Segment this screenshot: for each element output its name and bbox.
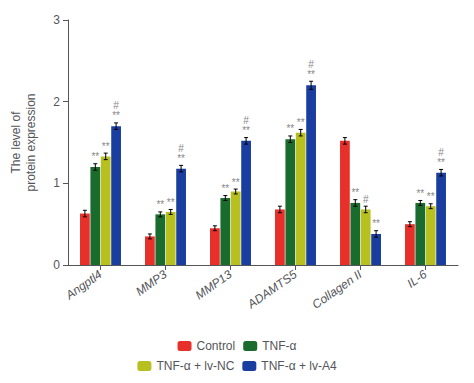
svg-text:**: ** (297, 117, 305, 128)
svg-text:**: ** (307, 69, 315, 80)
svg-text:ADAMTS5: ADAMTS5 (244, 267, 300, 312)
svg-text:0: 0 (53, 258, 60, 272)
svg-text:MMP3: MMP3 (133, 267, 170, 299)
svg-text:**: ** (91, 151, 99, 162)
svg-text:3: 3 (53, 13, 60, 27)
svg-text:1: 1 (53, 176, 60, 190)
svg-text:Collagen II: Collagen II (309, 267, 365, 312)
svg-text:#: # (178, 143, 184, 154)
svg-text:**: ** (221, 183, 229, 194)
svg-text:Control: Control (197, 339, 236, 353)
svg-text:Angptl4: Angptl4 (62, 267, 104, 303)
svg-text:IL-6: IL-6 (405, 267, 430, 291)
svg-text:#: # (113, 100, 119, 111)
svg-text:**: ** (351, 187, 359, 198)
svg-text:TNF-α + lv-A4: TNF-α + lv-A4 (261, 359, 337, 373)
svg-text:#: # (363, 194, 369, 205)
svg-text:protein expression: protein expression (24, 93, 38, 191)
svg-text:**: ** (177, 153, 185, 164)
svg-text:TNF-α: TNF-α (262, 339, 296, 353)
svg-text:**: ** (167, 197, 175, 208)
svg-text:#: # (243, 115, 249, 126)
svg-text:**: ** (232, 177, 240, 188)
svg-text:TNF-α + lv-NC: TNF-α + lv-NC (156, 359, 234, 373)
svg-text:The level of: The level of (9, 111, 23, 174)
svg-text:MMP13: MMP13 (193, 267, 235, 302)
svg-text:**: ** (427, 191, 435, 202)
svg-text:#: # (438, 147, 444, 158)
svg-text:**: ** (372, 218, 380, 229)
svg-text:**: ** (242, 125, 250, 136)
svg-text:2: 2 (53, 95, 60, 109)
svg-text:**: ** (156, 199, 164, 210)
svg-text:**: ** (102, 141, 110, 152)
svg-text:**: ** (416, 188, 424, 199)
svg-text:**: ** (437, 157, 445, 168)
svg-text:**: ** (286, 123, 294, 134)
svg-text:**: ** (112, 110, 120, 121)
svg-text:#: # (308, 59, 314, 70)
